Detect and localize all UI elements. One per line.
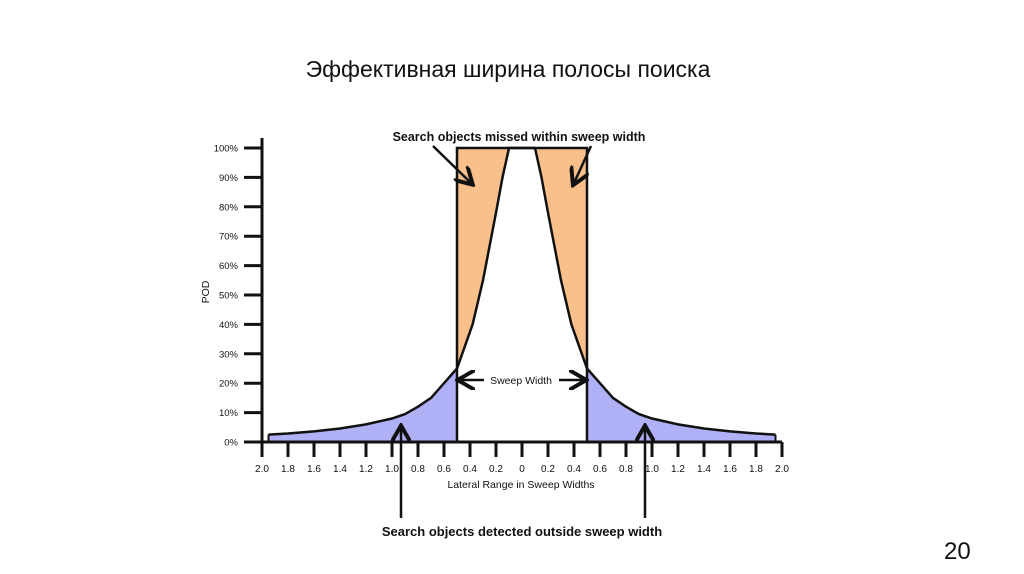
- arrow-missed-right: [574, 145, 593, 183]
- x-tick-label: 1.0: [645, 464, 659, 475]
- annotation-top: Search objects missed within sweep width: [393, 130, 646, 144]
- x-axis-label: Lateral Range in Sweep Widths: [447, 479, 594, 491]
- y-tick-label: 90%: [219, 173, 239, 184]
- annotation-bottom: Search objects detected outside sweep wi…: [382, 524, 662, 539]
- x-tick-label: 1.2: [671, 464, 685, 475]
- y-tick-label: 30%: [219, 349, 239, 360]
- x-tick-label: 0: [519, 464, 525, 475]
- x-tick-label: 0.2: [541, 464, 555, 475]
- detected-outside-area-left: [268, 368, 457, 442]
- x-tick-label: 1.8: [749, 464, 763, 475]
- slide-title: Эффективная ширина полосы поиска: [305, 56, 711, 82]
- y-axis-label: POD: [200, 280, 212, 303]
- x-tick-label: 1.6: [723, 464, 737, 475]
- y-tick-label: 100%: [214, 144, 239, 155]
- pod-curve: [268, 146, 776, 436]
- x-tick-label: 1.0: [385, 464, 399, 475]
- x-tick-label: 0.4: [463, 464, 477, 475]
- y-tick-label: 80%: [219, 202, 239, 213]
- y-tick-label: 50%: [219, 291, 239, 302]
- x-tick-label: 0.6: [593, 464, 607, 475]
- x-tick-label: 0.8: [411, 464, 425, 475]
- y-tick-label: 40%: [219, 320, 239, 331]
- x-tick-label: 1.6: [307, 464, 321, 475]
- x-tick-label: 1.8: [281, 464, 295, 475]
- annotation-sweep-width: Sweep Width: [490, 375, 552, 387]
- x-tick-label: 0.2: [489, 464, 503, 475]
- x-tick-label: 1.2: [359, 464, 373, 475]
- x-tick-label: 2.0: [255, 464, 269, 475]
- y-tick-label: 70%: [219, 232, 239, 243]
- y-tick-label: 20%: [219, 379, 239, 390]
- y-tick-label: 0%: [224, 438, 238, 449]
- y-tick-label: 60%: [219, 261, 239, 272]
- x-tick-label: 1.4: [697, 464, 711, 475]
- x-tick-label: 2.0: [775, 464, 789, 475]
- page-number: 20: [944, 538, 971, 565]
- missed-within-area: [457, 148, 587, 369]
- arrow-missed-left: [432, 145, 471, 183]
- x-tick-label: 0.4: [567, 464, 581, 475]
- detected-outside-area-right: [587, 368, 776, 442]
- x-tick-label: 0.6: [437, 464, 451, 475]
- y-tick-label: 10%: [219, 408, 239, 419]
- x-tick-label: 0.8: [619, 464, 633, 475]
- x-tick-label: 1.4: [333, 464, 347, 475]
